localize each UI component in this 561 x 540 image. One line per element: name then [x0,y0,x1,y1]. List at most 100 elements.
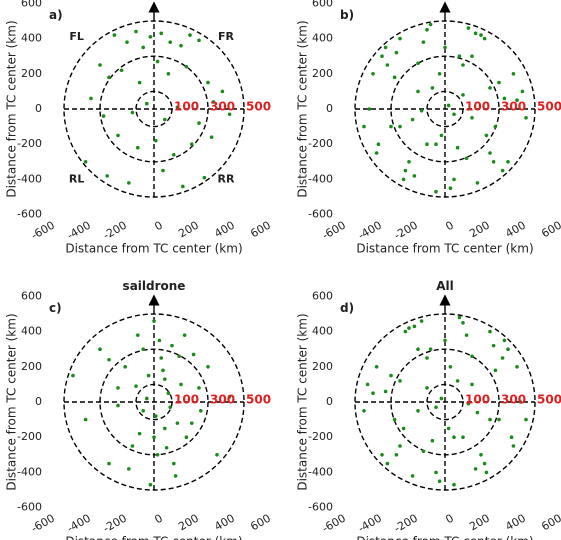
data-point [374,365,379,369]
data-point [181,184,185,189]
data-point [394,453,399,457]
data-point [166,72,171,76]
data-point [146,373,151,378]
data-point [83,160,88,164]
data-point [154,414,158,418]
data-point [401,426,406,431]
data-point [380,453,384,457]
x-tick-label: 400 [503,512,528,534]
data-point [419,108,424,113]
data-point [177,354,181,359]
data-point [466,26,471,30]
y-axis-label: Distance from TC center (km) [5,313,19,490]
data-point [434,405,438,410]
x-tick-label: -400 [356,512,384,536]
data-point [518,400,523,404]
data-point [430,438,435,443]
x-tick-label: -200 [392,219,420,243]
data-point [170,343,174,348]
y-axis-label: Distance from TC center (km) [296,20,310,197]
data-point [145,101,149,106]
data-point [227,394,232,399]
data-point [141,45,145,50]
data-point [184,435,189,440]
data-point [425,386,429,390]
data-point [179,43,183,48]
data-point [428,347,433,352]
y-axis-label: Distance from TC center (km) [296,313,310,490]
data-point [482,461,487,466]
data-point [479,33,483,37]
data-point [125,40,129,44]
data-point [421,449,426,454]
x-tick-label: 200 [176,512,201,534]
ring-label: 500 [537,100,561,114]
data-point [403,168,408,173]
data-point [164,445,169,450]
data-point [89,96,93,101]
panel-label: a) [49,8,63,22]
ring-label: 500 [246,100,271,114]
data-point [383,45,388,50]
data-point [500,356,505,360]
x-tick-label: 600 [248,219,273,241]
data-point [488,417,492,422]
data-point [500,168,505,173]
data-point [141,347,145,352]
data-point [206,365,210,369]
data-point [130,110,135,115]
data-point [470,116,474,120]
x-tick-label: 400 [212,512,237,534]
data-point [197,386,201,390]
y-tick-label: 400 [312,32,333,45]
data-point [430,86,435,90]
ring-label: 300 [210,100,235,114]
data-point [175,105,180,110]
data-point [509,435,514,440]
data-point [163,426,167,431]
data-point [416,89,420,94]
data-point [116,386,120,390]
y-tick-label: 200 [21,360,42,373]
data-point [211,100,216,104]
data-point [461,321,465,325]
data-point [425,142,429,146]
data-point [511,444,516,448]
y-tick-label: 600 [312,0,333,9]
data-point [83,417,88,422]
data-point [470,54,474,58]
data-point [446,103,451,108]
data-point [220,89,225,94]
data-point [155,59,160,64]
data-point [475,181,480,185]
y-tick-label: 200 [312,360,333,373]
y-tick-label: -200 [308,137,333,150]
data-point [457,315,462,320]
y-tick-label: 400 [21,32,42,45]
data-point [493,368,498,373]
data-point [168,40,172,44]
data-point [159,31,163,36]
data-point [159,356,163,360]
data-point [123,365,127,369]
panel: -600 -400 -200 0 200 400 600 -600 -400 -200 0 200 40… [296,279,561,540]
data-point [515,365,519,369]
x-axis-label: Distance from TC center (km) [356,242,533,256]
data-point [389,124,393,129]
x-tick-label: 200 [467,219,492,241]
data-point [134,384,138,388]
data-point [443,45,447,50]
data-point [175,421,180,425]
data-point [188,33,192,37]
x-tick-label: 600 [539,219,561,241]
y-tick-label: -400 [17,465,42,478]
y-tick-label: -200 [17,430,42,443]
data-point [154,138,158,143]
x-tick-label: -600 [320,219,348,243]
y-tick-label: -400 [308,465,333,478]
ring-label: 300 [210,393,235,407]
x-tick-label: -200 [392,512,420,536]
data-point [362,409,366,413]
y-tick-label: -600 [17,208,42,221]
data-point [484,133,489,138]
